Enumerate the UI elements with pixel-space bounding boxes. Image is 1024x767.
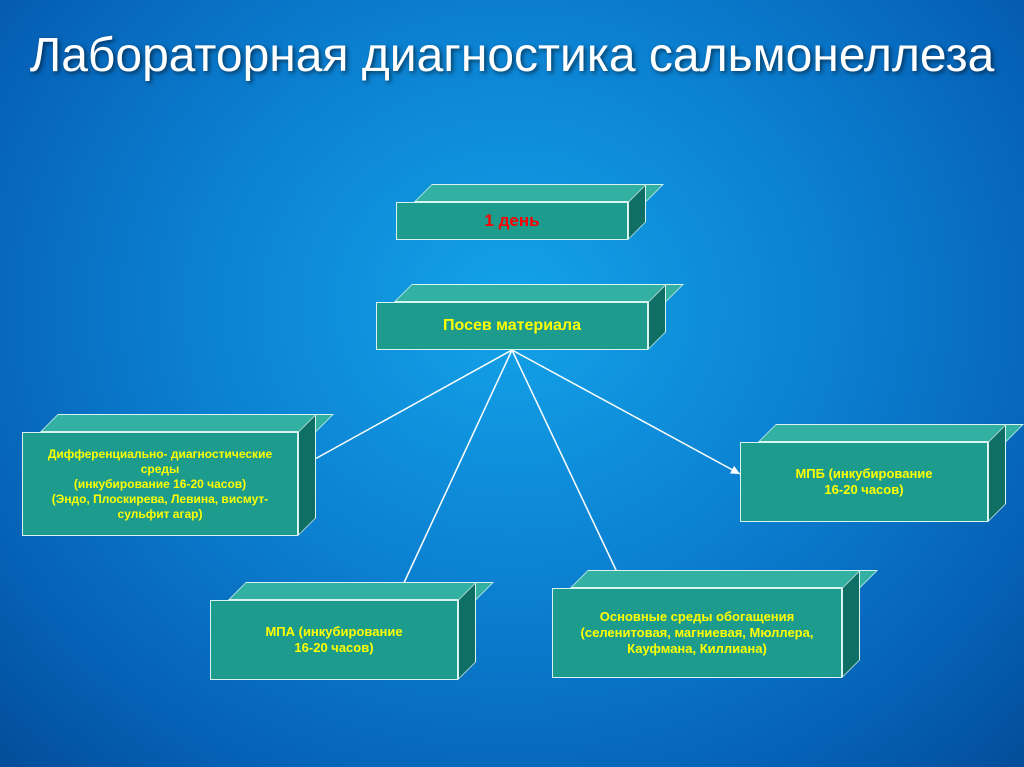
box-side-face	[458, 582, 476, 680]
box-top-face	[758, 424, 1024, 442]
box-label: Дифференциально- диагностические среды (…	[31, 447, 289, 522]
box-front-face: МПА (инкубирование 16-20 часов)	[210, 600, 458, 680]
box-day1: 1 день	[396, 184, 646, 240]
box-side-face	[298, 414, 316, 536]
box-label: МПА (инкубирование 16-20 часов)	[265, 624, 402, 657]
box-top-face	[570, 570, 878, 588]
box-front-face: МПБ (инкубирование 16-20 часов)	[740, 442, 988, 522]
box-side-face	[842, 570, 860, 678]
box-front-face: Основные среды обогащения (селенитовая, …	[552, 588, 842, 678]
arrow-layer	[0, 0, 1024, 767]
box-top-face	[228, 582, 494, 600]
slide-title: Лабораторная диагностика сальмонеллеза	[0, 28, 1024, 83]
box-top-face	[394, 284, 684, 302]
box-front-face: 1 день	[396, 202, 628, 240]
box-dds: Дифференциально- диагностические среды (…	[22, 414, 316, 536]
box-enrich: Основные среды обогащения (селенитовая, …	[552, 570, 860, 678]
box-mpa: МПА (инкубирование 16-20 часов)	[210, 582, 476, 680]
box-label: Посев материала	[443, 316, 581, 336]
box-front-face: Посев материала	[376, 302, 648, 350]
box-front-face: Дифференциально- диагностические среды (…	[22, 432, 298, 536]
box-label: 1 день	[484, 210, 539, 231]
box-side-face	[988, 424, 1006, 522]
box-mpb: МПБ (инкубирование 16-20 часов)	[740, 424, 1006, 522]
box-seeding: Посев материала	[376, 284, 666, 350]
box-top-face	[40, 414, 334, 432]
box-label: МПБ (инкубирование 16-20 часов)	[795, 466, 932, 499]
box-top-face	[414, 184, 664, 202]
box-label: Основные среды обогащения (селенитовая, …	[561, 609, 833, 658]
